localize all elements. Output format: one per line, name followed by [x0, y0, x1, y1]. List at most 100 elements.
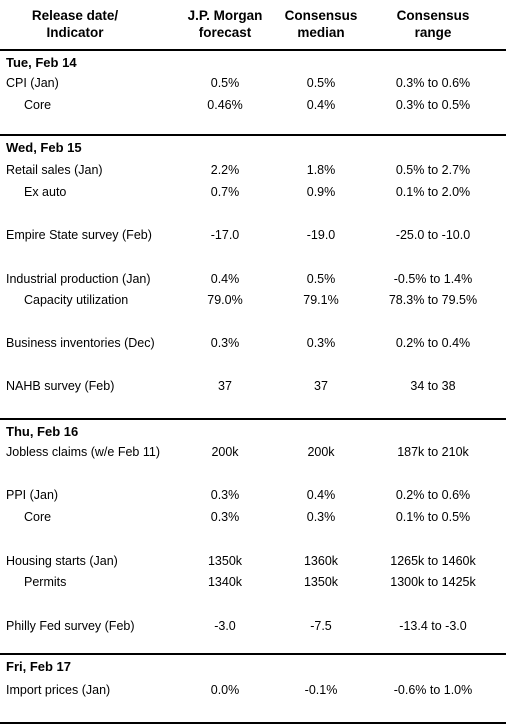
- jpm-forecast-value: 79.0%: [207, 293, 243, 307]
- consensus-median-value: 0.5%: [306, 272, 336, 286]
- consensus-range-value: 0.2% to 0.4%: [395, 336, 471, 350]
- jpm-forecast-value: 0.3%: [210, 336, 240, 350]
- consensus-median-value: 0.3%: [306, 510, 336, 524]
- consensus-median-value: -19.0: [306, 228, 336, 242]
- indicator-label: Ex auto: [24, 185, 67, 199]
- table-row: Philly Fed survey (Feb) -3.0 -7.5 -13.4 …: [0, 618, 506, 635]
- consensus-range-value: -13.4 to -3.0: [399, 619, 467, 633]
- indicator-label: CPI (Jan): [6, 76, 59, 90]
- indicator-label: Retail sales (Jan): [6, 163, 103, 177]
- header-jpm-line2: forecast: [198, 25, 252, 40]
- table-row: Permits 1340k 1350k 1300k to 1425k: [0, 574, 506, 591]
- jpm-forecast-value: -17.0: [210, 228, 240, 242]
- indicator-label: Business inventories (Dec): [6, 336, 155, 350]
- consensus-range-value: 0.1% to 0.5%: [395, 510, 471, 524]
- jpm-forecast-value: 0.4%: [210, 272, 240, 286]
- consensus-range-value: 187k to 210k: [397, 445, 469, 459]
- section-title: Thu, Feb 16: [6, 424, 79, 439]
- consensus-range-value: 78.3% to 79.5%: [388, 293, 478, 307]
- consensus-median-value: -0.1%: [304, 683, 338, 697]
- table-row: Industrial production (Jan) 0.4% 0.5% -0…: [0, 271, 506, 288]
- jpm-forecast-value: 2.2%: [210, 163, 240, 177]
- consensus-range-value: -0.5% to 1.4%: [393, 272, 473, 286]
- jpm-forecast-value: 0.7%: [210, 185, 240, 199]
- table-row: Import prices (Jan) 0.0% -0.1% -0.6% to …: [0, 682, 506, 699]
- consensus-range-value: 34 to 38: [410, 379, 456, 393]
- table-row: Empire State survey (Feb) -17.0 -19.0 -2…: [0, 227, 506, 244]
- jpm-forecast-value: 0.46%: [207, 98, 243, 112]
- header-consensus-range: Consensus range: [372, 7, 494, 41]
- indicator-label: Empire State survey (Feb): [6, 228, 152, 242]
- table-row: Core 0.46% 0.4% 0.3% to 0.5%: [0, 97, 506, 114]
- indicator-label: Housing starts (Jan): [6, 554, 118, 568]
- consensus-median-value: 1.8%: [306, 163, 336, 177]
- consensus-median-value: 1350k: [303, 575, 339, 589]
- jpm-forecast-value: 37: [218, 379, 232, 393]
- consensus-range-value: 1265k to 1460k: [390, 554, 476, 568]
- consensus-median-value: 37: [314, 379, 328, 393]
- table-row: Housing starts (Jan) 1350k 1360k 1265k t…: [0, 553, 506, 570]
- consensus-median-value: 79.1%: [303, 293, 339, 307]
- jpm-forecast-value: -3.0: [214, 619, 236, 633]
- consensus-range-value: 0.3% to 0.5%: [395, 98, 471, 112]
- header-jpm-line1: J.P. Morgan: [187, 8, 263, 23]
- indicator-label: Philly Fed survey (Feb): [6, 619, 135, 633]
- divider: [0, 49, 506, 51]
- indicator-label: NAHB survey (Feb): [6, 379, 115, 393]
- table-row: Retail sales (Jan) 2.2% 1.8% 0.5% to 2.7…: [0, 162, 506, 179]
- jpm-forecast-value: 0.0%: [210, 683, 240, 697]
- indicator-label: PPI (Jan): [6, 488, 59, 502]
- section-title: Fri, Feb 17: [6, 659, 72, 674]
- indicator-label: Permits: [24, 575, 67, 589]
- table-row: Capacity utilization 79.0% 79.1% 78.3% t…: [0, 292, 506, 309]
- section-title: Tue, Feb 14: [6, 55, 77, 70]
- header-indicator-line2: Indicator: [46, 25, 104, 40]
- header-median-line1: Consensus: [284, 8, 358, 23]
- consensus-range-value: 0.1% to 2.0%: [395, 185, 471, 199]
- header-range-line2: range: [414, 25, 452, 40]
- jpm-forecast-value: 0.5%: [210, 76, 240, 90]
- table-row: PPI (Jan) 0.3% 0.4% 0.2% to 0.6%: [0, 487, 506, 504]
- jpm-forecast-value: 0.3%: [210, 510, 240, 524]
- indicator-label: Core: [24, 98, 52, 112]
- table-row: Jobless claims (w/e Feb 11) 200k 200k 18…: [0, 444, 506, 461]
- header-range-line1: Consensus: [396, 8, 470, 23]
- header-consensus-median: Consensus median: [266, 7, 376, 41]
- header-jpm-forecast: J.P. Morgan forecast: [170, 7, 280, 41]
- header-indicator-line1: Release date/: [31, 8, 119, 23]
- consensus-range-value: 0.5% to 2.7%: [395, 163, 471, 177]
- consensus-range-value: 1300k to 1425k: [390, 575, 476, 589]
- consensus-median-value: 0.4%: [306, 488, 336, 502]
- jpm-forecast-value: 200k: [211, 445, 239, 459]
- table-row: Core 0.3% 0.3% 0.1% to 0.5%: [0, 509, 506, 526]
- consensus-median-value: 0.9%: [306, 185, 336, 199]
- indicator-label: Jobless claims (w/e Feb 11): [6, 445, 160, 459]
- table-row: Business inventories (Dec) 0.3% 0.3% 0.2…: [0, 335, 506, 352]
- consensus-median-value: -7.5: [310, 619, 332, 633]
- consensus-range-value: -0.6% to 1.0%: [393, 683, 473, 697]
- header-median-line2: median: [297, 25, 345, 40]
- consensus-range-value: -25.0 to -10.0: [395, 228, 471, 242]
- indicator-label: Import prices (Jan): [6, 683, 111, 697]
- consensus-range-value: 0.3% to 0.6%: [395, 76, 471, 90]
- jpm-forecast-value: 0.3%: [210, 488, 240, 502]
- indicator-label: Core: [24, 510, 52, 524]
- divider: [0, 418, 506, 420]
- table-row: Ex auto 0.7% 0.9% 0.1% to 2.0%: [0, 184, 506, 201]
- consensus-median-value: 0.3%: [306, 336, 336, 350]
- section-title: Wed, Feb 15: [6, 140, 82, 155]
- indicator-label: Capacity utilization: [24, 293, 129, 307]
- table-row: NAHB survey (Feb) 37 37 34 to 38: [0, 378, 506, 395]
- header-indicator: Release date/ Indicator: [0, 7, 150, 41]
- consensus-median-value: 1360k: [303, 554, 339, 568]
- consensus-range-value: 0.2% to 0.6%: [395, 488, 471, 502]
- table-row: CPI (Jan) 0.5% 0.5% 0.3% to 0.6%: [0, 75, 506, 92]
- divider: [0, 722, 506, 724]
- indicator-label: Industrial production (Jan): [6, 272, 151, 286]
- consensus-median-value: 0.4%: [306, 98, 336, 112]
- consensus-median-value: 200k: [307, 445, 335, 459]
- divider: [0, 653, 506, 655]
- consensus-median-value: 0.5%: [306, 76, 336, 90]
- jpm-forecast-value: 1340k: [207, 575, 243, 589]
- jpm-forecast-value: 1350k: [207, 554, 243, 568]
